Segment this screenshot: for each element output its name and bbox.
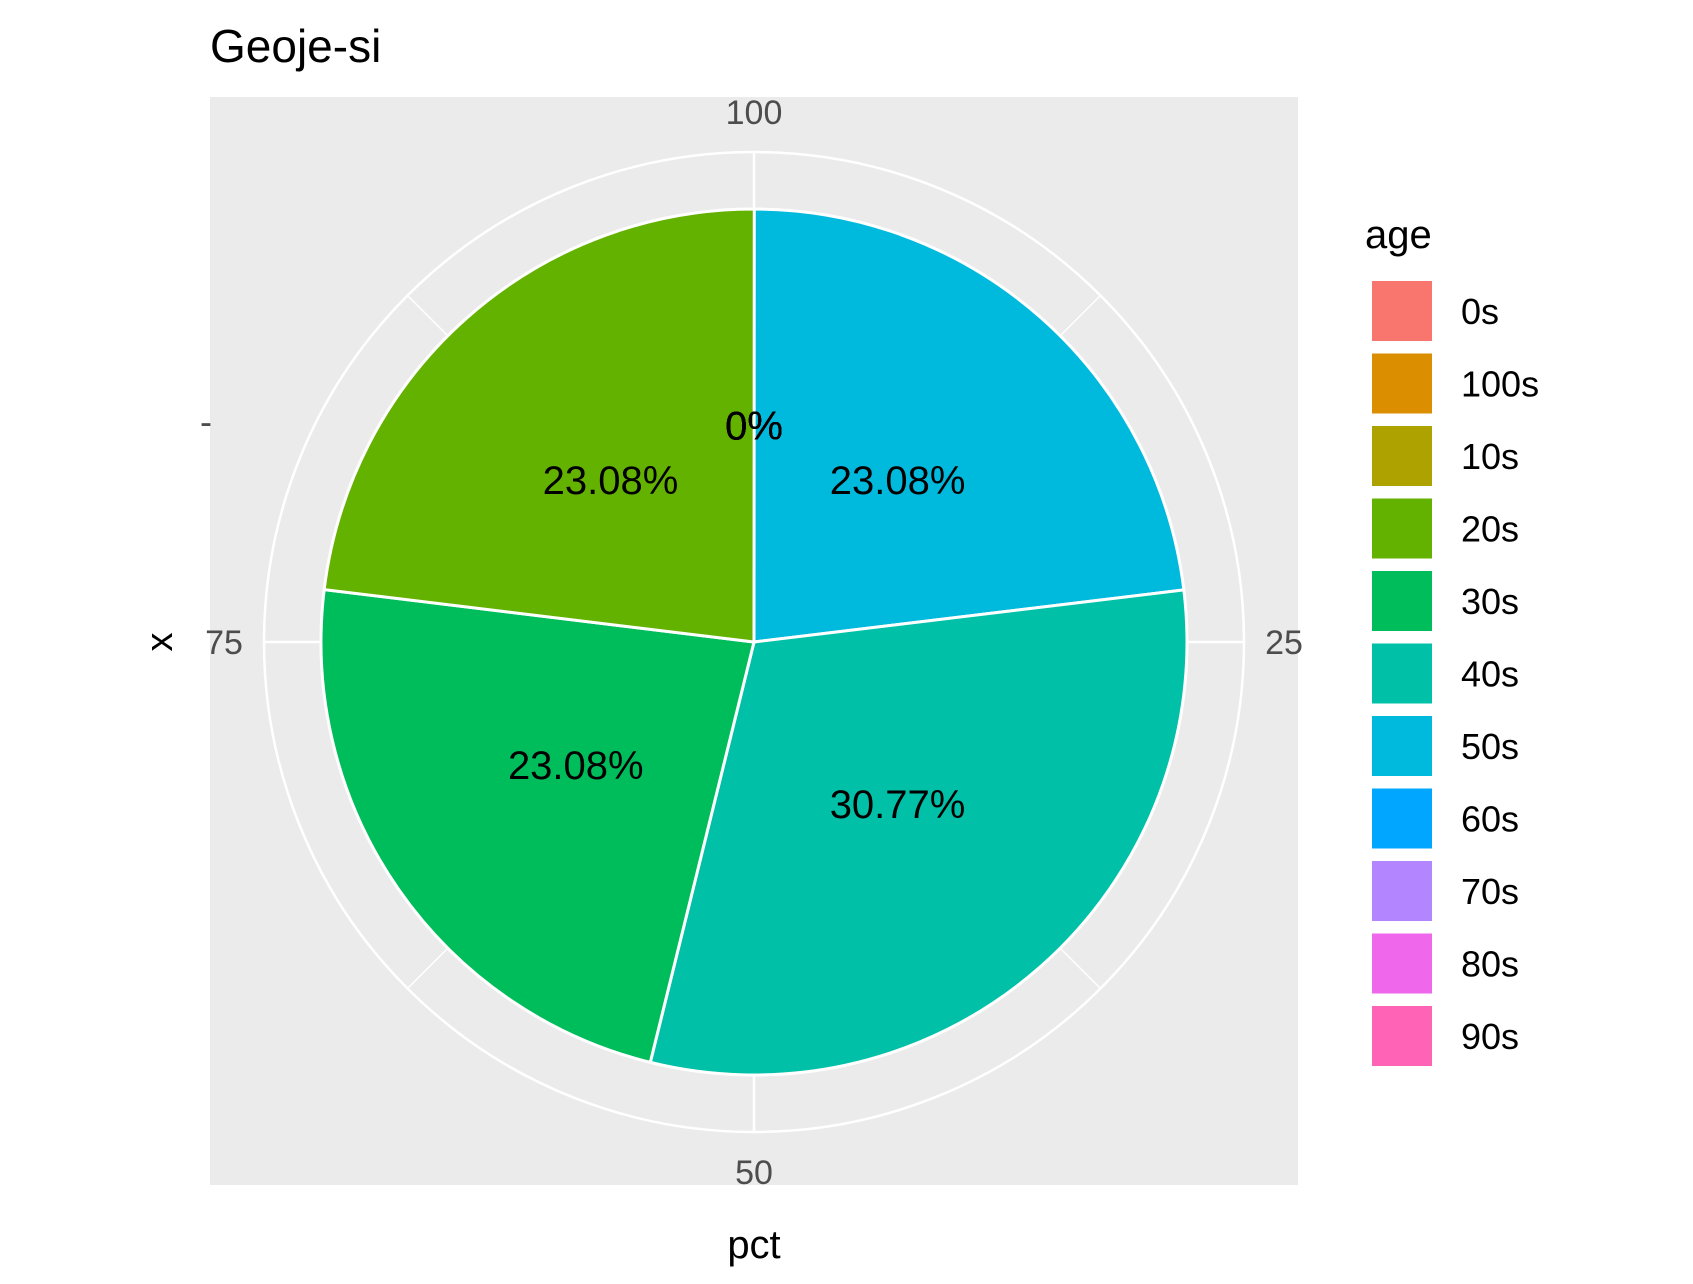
legend-label: 50s (1461, 726, 1519, 767)
legend-key-0s (1370, 279, 1434, 343)
legend-key-60s (1370, 786, 1434, 851)
slice-label: 23.08% (830, 459, 966, 503)
legend-label: 40s (1461, 654, 1519, 695)
slice-label: 30.77% (830, 783, 966, 827)
legend-label: 20s (1461, 509, 1519, 550)
legend-label: 70s (1461, 871, 1519, 912)
pie-slice-40s (648, 588, 1189, 1077)
theta-tick-labels: 25 50 75 100 (205, 94, 1303, 1192)
legend-key-50s (1370, 714, 1434, 778)
zero-label: 0% (725, 405, 783, 449)
zero-label: 0% (725, 405, 783, 449)
legend-label: 80s (1461, 944, 1519, 985)
theta-tick-label: 100 (726, 94, 783, 132)
slice-label: 23.08% (543, 459, 679, 503)
chart-title: Geoje-si (210, 20, 381, 72)
x-axis-label: pct (727, 1223, 780, 1267)
zero-label: 0% (725, 405, 783, 449)
legend-title: age (1365, 213, 1432, 257)
legend-key-80s (1370, 931, 1434, 996)
theta-tick-label: 25 (1265, 624, 1303, 662)
slice-label: 23.08% (508, 744, 644, 788)
legend-key-40s (1370, 641, 1434, 706)
legend-key-30s (1370, 569, 1434, 633)
pie-slices (319, 207, 1189, 1077)
legend-label: 0s (1461, 291, 1499, 332)
zero-label: 0% (725, 405, 783, 449)
legend-key-10s (1370, 424, 1434, 488)
slice-labels: 23.08%30.77%23.08%23.08%0%0%0%0%0%0%0% (508, 405, 965, 828)
pie-slice-50s (752, 207, 1186, 644)
y-tick-label: - (200, 401, 212, 442)
y-axis-label: x (139, 633, 181, 652)
zero-label: 0% (725, 405, 783, 449)
legend-key-20s (1370, 496, 1434, 561)
pie-slice-20s (322, 207, 756, 644)
legend-label: 10s (1461, 436, 1519, 477)
legend-key-100s (1370, 351, 1434, 416)
zero-label: 0% (725, 405, 783, 449)
theta-tick-label: 50 (735, 1154, 773, 1192)
pie-slice-30s (319, 587, 756, 1065)
legend-label: 60s (1461, 799, 1519, 840)
theta-tick-label: 75 (205, 624, 243, 662)
legend-label: 90s (1461, 1016, 1519, 1057)
legend-label: 100s (1461, 364, 1539, 405)
legend: age 0s 100s 10s 20s 30s 40s 50s 60s 70s 80s 90s (1365, 213, 1539, 1068)
zero-label: 0% (725, 405, 783, 449)
legend-key-90s (1370, 1004, 1434, 1068)
legend-key-70s (1370, 859, 1434, 923)
legend-label: 30s (1461, 581, 1519, 622)
